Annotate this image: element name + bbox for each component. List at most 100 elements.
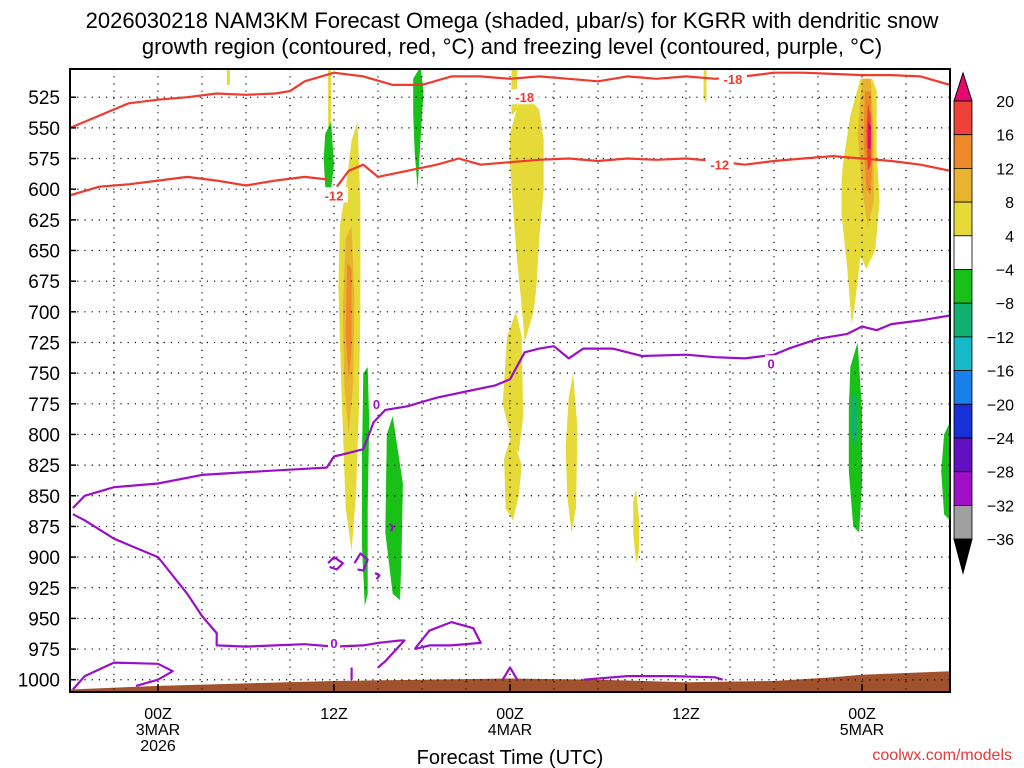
- dgz-contour-label: -12: [710, 158, 729, 173]
- omega-area: [941, 422, 950, 521]
- omega-area: [323, 121, 334, 190]
- dgz-contour-label-group: -12: [320, 187, 348, 203]
- colorbar-label: −32: [987, 498, 1014, 515]
- y-tick-label: 650: [28, 242, 60, 263]
- omega-area: [345, 262, 352, 380]
- y-tick-label: 725: [28, 333, 60, 354]
- freezing-contour-label: 0: [330, 636, 337, 651]
- y-tick-label: 1000: [18, 671, 60, 692]
- y-tick-label: 975: [28, 640, 60, 661]
- colorbar-label: 12: [996, 161, 1014, 178]
- omega-area: [510, 91, 544, 343]
- colorbar-bin: [953, 201, 973, 237]
- dgz-contour-label-group: -18: [718, 70, 747, 87]
- y-tick-label: 550: [28, 119, 60, 140]
- dgz-contour-label: -18: [724, 72, 743, 87]
- freezing-level-contour: [327, 555, 344, 571]
- colorbar-label: 4: [1005, 229, 1014, 246]
- dgz-contour: [70, 175, 327, 197]
- x-tick-label: 5MAR: [840, 722, 884, 739]
- colorbar-bin: [953, 504, 973, 540]
- dgz-label-bg: [320, 187, 348, 203]
- x-tick-label: 3MAR: [136, 722, 180, 739]
- omega-area: [226, 69, 230, 85]
- colorbar-bin: [953, 134, 973, 169]
- y-axis: 525 550 575 600 625 650 675 700 725 750 775 800 825 8…: [18, 88, 76, 692]
- colorbar-label: −36: [987, 532, 1014, 549]
- dgz-label-bg: [510, 89, 539, 105]
- chart-title-line-2: growth region (contoured, red, °C) and f…: [142, 34, 882, 59]
- dgz-label-bg: [705, 156, 734, 172]
- freezing-level-contour: [374, 572, 381, 580]
- colorbar-top-arrow: [953, 71, 973, 102]
- omega-area: [867, 121, 871, 150]
- y-tick-label: 775: [28, 395, 60, 416]
- colorbar-bin: [953, 269, 973, 304]
- y-tick-label: 800: [28, 425, 60, 446]
- freezing-contour-label: 0: [767, 356, 774, 371]
- omega-area: [413, 69, 424, 190]
- dgz-label-bg: [718, 70, 747, 86]
- colorbar-label: 8: [1005, 195, 1014, 212]
- y-tick-label: 575: [28, 150, 60, 171]
- colorbar-label: −28: [987, 465, 1014, 482]
- freezing-level-contour: [72, 314, 950, 509]
- dgz-contour: [70, 71, 950, 129]
- colorbar-bin: [953, 336, 973, 371]
- y-tick-label: 525: [28, 88, 60, 109]
- colorbar-label: −24: [987, 431, 1014, 448]
- x-tick-label: 4MAR: [488, 722, 532, 739]
- y-tick-label: 625: [28, 211, 60, 232]
- freezing-level-contour: [501, 666, 519, 681]
- freezing-label-group: 0: [328, 634, 340, 651]
- dgz-contour-label-group: -18: [510, 89, 539, 105]
- freezing-level-contour: [72, 513, 406, 669]
- colorbar-bin: [953, 100, 973, 136]
- freezing-level-contour: [413, 620, 482, 651]
- freezing-label-group: 0: [370, 395, 383, 412]
- colorbar: 20 16 12 8 4 −4 −8 −12 −16 −20 −24 −28 −32 −36: [953, 71, 1014, 576]
- x-tick-label: 00Z: [496, 706, 524, 723]
- x-tick-label: 00Z: [144, 706, 172, 723]
- site-credit: coolwx.com/models: [872, 747, 1012, 764]
- freezing-level-contour: [353, 552, 369, 572]
- y-tick-label: 675: [28, 272, 60, 293]
- y-tick-label: 850: [28, 487, 60, 508]
- x-tick-label: 2026: [140, 738, 176, 755]
- freezing-level-contour: [389, 523, 394, 532]
- colorbar-bin: [953, 302, 973, 338]
- omega-area: [361, 367, 370, 607]
- dgz-contour: [336, 155, 950, 188]
- colorbar-bin: [953, 471, 973, 506]
- y-tick-label: 875: [28, 517, 60, 538]
- contours: -18 -18 -12 -12 0 0 0: [70, 70, 950, 691]
- omega-area: [502, 311, 524, 453]
- omega-area: [633, 489, 640, 564]
- dgz-contour-label-group: -12: [705, 156, 734, 173]
- y-tick-label: 750: [28, 364, 60, 385]
- colorbar-label: −12: [987, 330, 1014, 347]
- omega-shading: [226, 69, 950, 607]
- omega-area: [385, 416, 403, 600]
- colorbar-bin: [953, 403, 973, 439]
- omega-area: [504, 434, 522, 521]
- colorbar-label: −16: [987, 364, 1014, 381]
- x-axis-label: Forecast Time (UTC): [417, 747, 604, 768]
- freezing-label-bg: [765, 355, 778, 371]
- colorbar-bottom-arrow: [953, 538, 973, 576]
- x-tick-label: 12Z: [672, 706, 700, 723]
- x-tick-label: 12Z: [320, 706, 348, 723]
- freezing-contour-label: 0: [373, 397, 380, 412]
- y-tick-label: 950: [28, 609, 60, 630]
- colorbar-bin: [953, 235, 973, 270]
- y-tick-label: 925: [28, 579, 60, 600]
- x-tick-label: 00Z: [848, 706, 876, 723]
- y-tick-label: 900: [28, 548, 60, 569]
- dgz-contour-label: -18: [515, 90, 534, 105]
- colorbar-bin: [953, 167, 973, 203]
- y-tick-label: 700: [28, 303, 60, 324]
- colorbar-label: 16: [996, 128, 1014, 145]
- colorbar-bin: [953, 370, 973, 405]
- dgz-contour-label: -12: [325, 188, 344, 203]
